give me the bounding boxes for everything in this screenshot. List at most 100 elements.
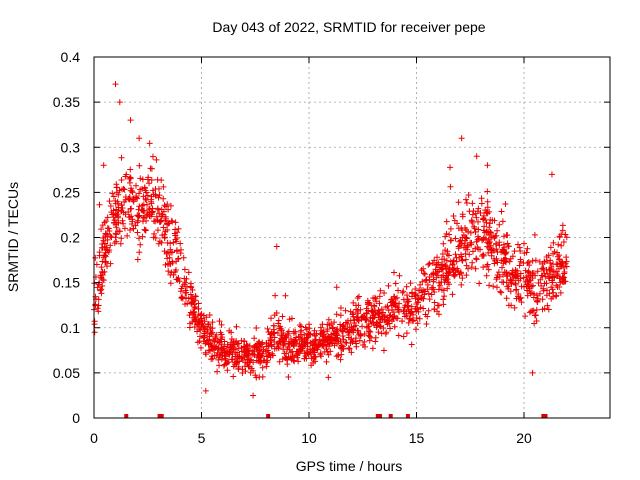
data-point xyxy=(493,276,500,283)
data-point xyxy=(301,355,308,362)
data-point xyxy=(164,226,171,233)
data-point xyxy=(160,195,167,202)
data-point xyxy=(201,328,208,335)
data-point xyxy=(478,195,485,202)
data-point xyxy=(431,299,438,306)
data-point xyxy=(127,175,134,182)
data-point xyxy=(287,335,294,342)
data-point xyxy=(233,323,240,330)
data-point xyxy=(355,293,362,300)
data-point xyxy=(520,274,527,281)
data-point xyxy=(313,341,320,348)
data-point xyxy=(526,276,533,283)
data-point xyxy=(356,337,363,344)
data-point xyxy=(309,338,316,345)
data-point xyxy=(424,281,431,288)
data-point xyxy=(99,283,106,290)
gap-markers xyxy=(124,414,548,418)
data-point xyxy=(342,307,349,314)
data-point xyxy=(363,310,370,317)
data-point xyxy=(559,222,566,229)
data-point xyxy=(95,308,102,315)
data-point xyxy=(137,175,144,182)
data-point xyxy=(459,256,466,263)
data-point xyxy=(425,261,432,268)
data-point xyxy=(172,219,179,226)
data-point xyxy=(471,225,478,232)
data-point xyxy=(509,253,516,260)
data-point xyxy=(166,220,173,227)
data-point xyxy=(553,292,560,299)
data-point xyxy=(465,228,472,235)
data-point xyxy=(154,176,161,183)
data-point xyxy=(308,362,315,369)
data-point xyxy=(351,320,358,327)
data-point xyxy=(524,281,531,288)
data-point xyxy=(135,190,142,197)
data-point xyxy=(430,278,437,285)
data-point xyxy=(191,304,198,311)
data-point xyxy=(435,286,442,293)
data-point xyxy=(486,220,493,227)
data-point xyxy=(258,358,265,365)
data-point xyxy=(337,337,344,344)
data-point xyxy=(560,264,567,271)
data-point xyxy=(492,241,499,248)
data-point xyxy=(537,276,544,283)
data-point xyxy=(426,296,433,303)
data-point xyxy=(182,287,189,294)
data-point xyxy=(202,387,209,394)
data-point xyxy=(256,354,263,361)
data-point xyxy=(267,337,274,344)
data-point xyxy=(238,355,245,362)
data-point xyxy=(324,321,331,328)
data-point xyxy=(188,284,195,291)
data-point xyxy=(377,323,384,330)
data-point xyxy=(198,312,205,319)
data-point xyxy=(215,356,222,363)
data-point xyxy=(465,265,472,272)
data-point xyxy=(339,333,346,340)
data-point xyxy=(137,241,144,248)
data-point xyxy=(320,331,327,338)
data-point xyxy=(113,181,120,188)
data-point xyxy=(105,225,112,232)
data-point xyxy=(113,231,120,238)
data-point xyxy=(452,235,459,242)
data-point xyxy=(330,330,337,337)
data-point xyxy=(229,341,236,348)
data-point xyxy=(408,341,415,348)
y-tick-label: 0.05 xyxy=(53,365,80,381)
data-point xyxy=(273,243,280,250)
data-point xyxy=(380,325,387,332)
data-point xyxy=(358,316,365,323)
data-point xyxy=(403,292,410,299)
data-point xyxy=(172,266,179,273)
data-point xyxy=(496,273,503,280)
data-point xyxy=(463,262,470,269)
data-point xyxy=(499,246,506,253)
data-point xyxy=(148,200,155,207)
data-point xyxy=(441,261,448,268)
data-point xyxy=(187,320,194,327)
data-point xyxy=(142,227,149,234)
data-point xyxy=(161,202,168,209)
data-point xyxy=(403,330,410,337)
data-point xyxy=(122,173,129,180)
data-point xyxy=(435,311,442,318)
data-point xyxy=(376,300,383,307)
data-point xyxy=(117,240,124,247)
data-point xyxy=(403,283,410,290)
data-point xyxy=(549,279,556,286)
data-point xyxy=(130,225,137,232)
data-point xyxy=(187,291,194,298)
y-tick-label: 0.3 xyxy=(61,139,81,155)
data-point xyxy=(327,340,334,347)
data-point xyxy=(454,220,461,227)
data-point xyxy=(498,257,505,264)
data-point xyxy=(127,166,134,173)
data-point xyxy=(505,283,512,290)
data-point xyxy=(164,201,171,208)
data-point xyxy=(391,269,398,276)
data-point xyxy=(239,354,246,361)
